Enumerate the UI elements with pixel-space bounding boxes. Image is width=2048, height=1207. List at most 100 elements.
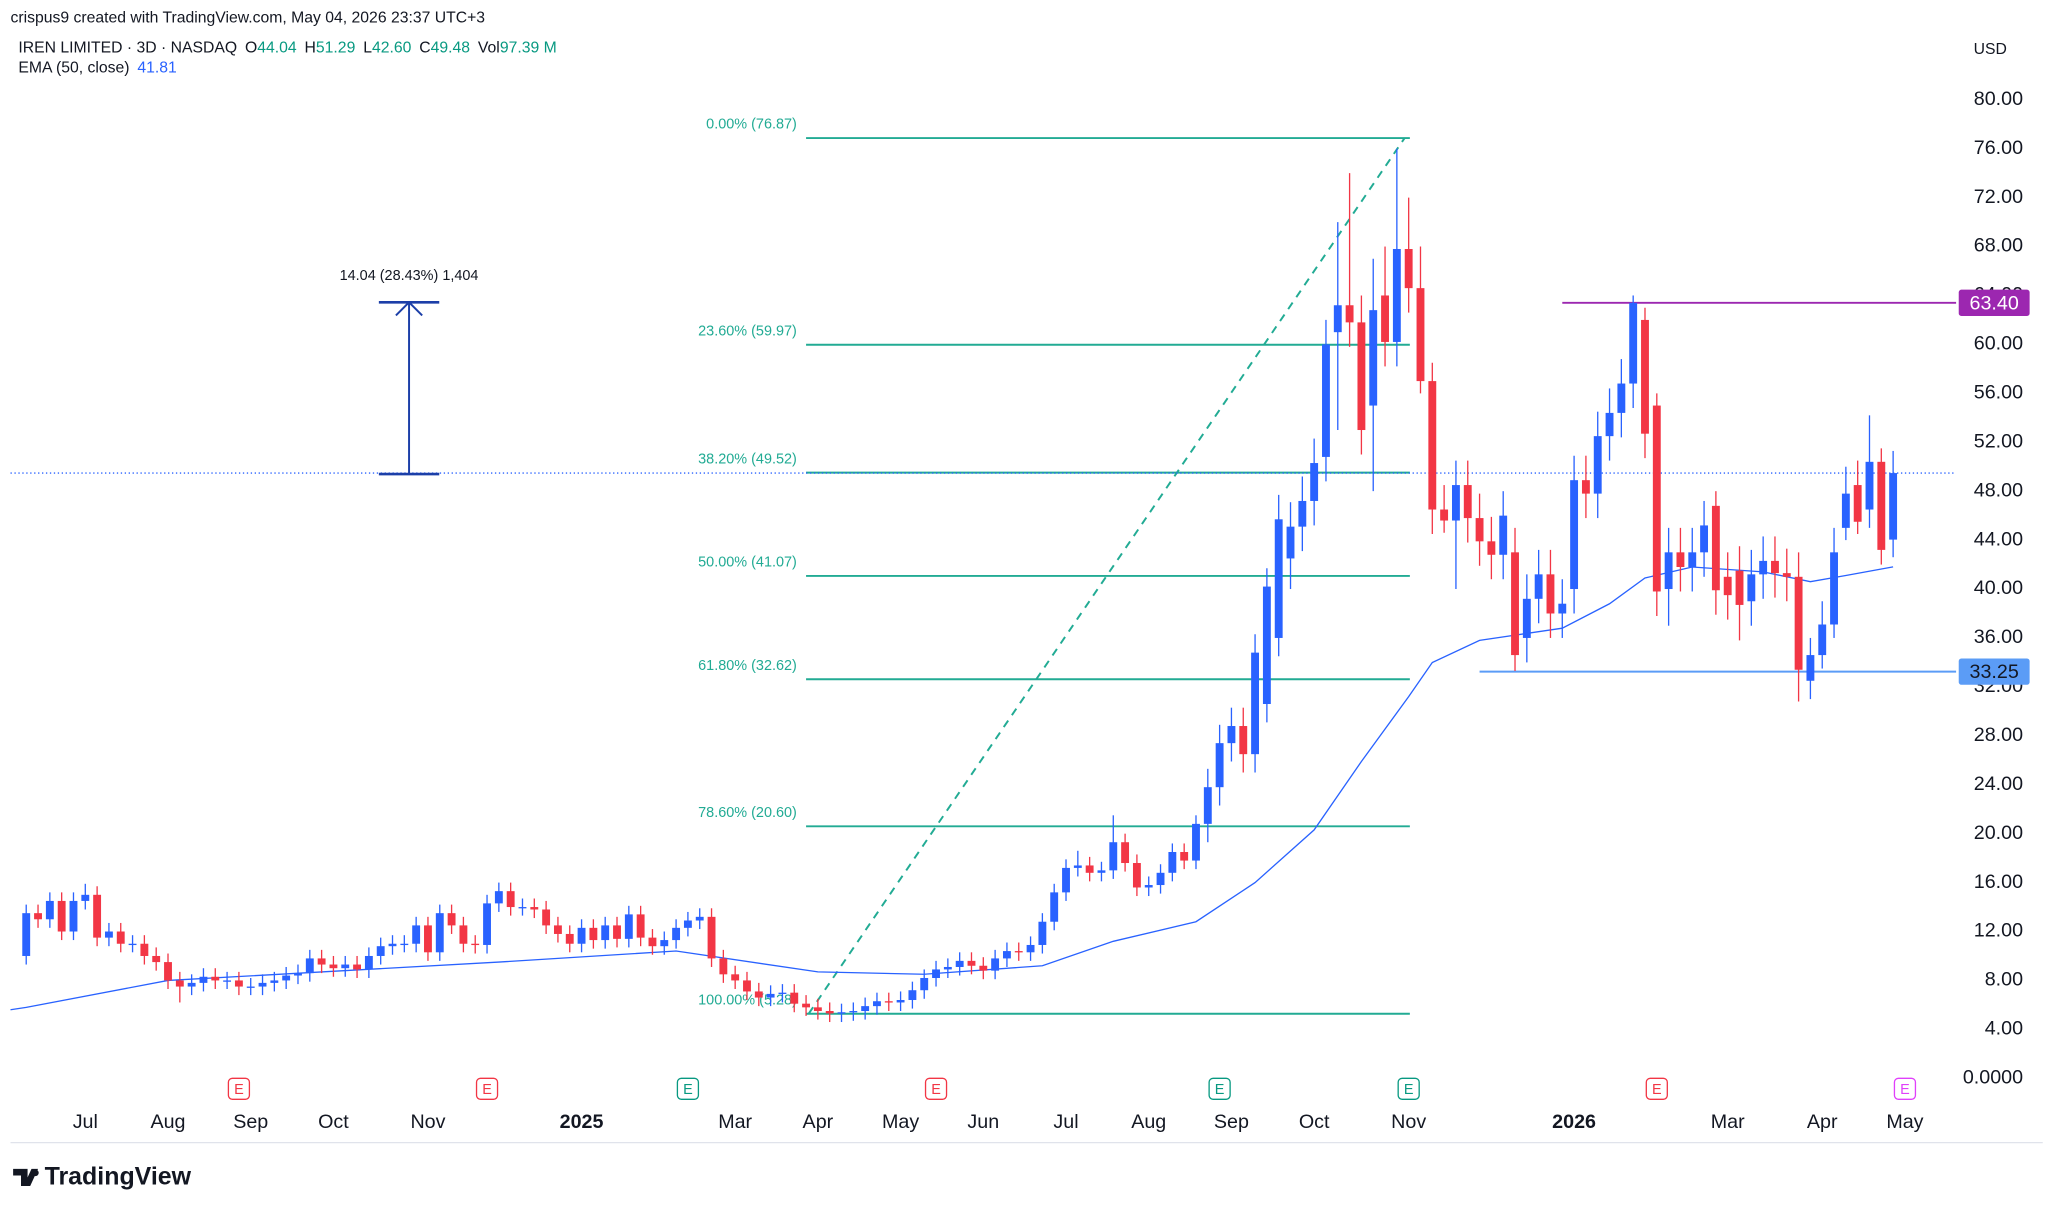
candle-body xyxy=(341,964,350,969)
candle-body xyxy=(1381,295,1389,342)
candle-body xyxy=(672,927,681,941)
candle-body xyxy=(695,916,704,921)
candle-body xyxy=(1511,552,1519,656)
symbol-line: IREN LIMITED · 3D · NASDAQ O44.04 H51.29 L4… xyxy=(18,40,556,57)
x-tick-label: Oct xyxy=(1299,1111,1330,1133)
logo-icon xyxy=(13,1168,39,1186)
candle-body xyxy=(1747,574,1756,602)
ema-line: EMA (50, close) 41.81 xyxy=(18,59,176,76)
x-tick-label: 2025 xyxy=(560,1111,604,1133)
candle-body xyxy=(388,943,397,947)
y-tick-label: 16.00 xyxy=(1974,871,2023,893)
price-label: 63.40 xyxy=(1970,292,2019,314)
event-label: E xyxy=(931,1082,941,1098)
candle-body xyxy=(1475,518,1484,542)
candle-body xyxy=(1617,383,1626,413)
candle-body xyxy=(849,1011,858,1013)
event-marker xyxy=(227,1077,251,1100)
candle-body xyxy=(211,976,220,981)
candle-body xyxy=(553,925,562,934)
candle-body xyxy=(1357,322,1366,431)
candle-body xyxy=(1392,248,1401,342)
candle-body xyxy=(1593,436,1602,494)
event-marker xyxy=(475,1077,499,1100)
candle-body xyxy=(1109,842,1118,871)
candle-body xyxy=(93,894,102,938)
y-tick-label: 72.00 xyxy=(1974,186,2023,208)
candle-body xyxy=(1771,560,1779,574)
candle-body xyxy=(1121,842,1130,864)
candle-body xyxy=(1818,624,1827,656)
candle-body xyxy=(790,992,799,1004)
candle-body xyxy=(1889,473,1898,540)
candle-body xyxy=(1192,823,1200,861)
candle-body xyxy=(719,958,728,975)
candle-body xyxy=(1227,726,1236,744)
candle-body xyxy=(1451,485,1460,521)
candle-body xyxy=(459,925,468,944)
ema-name: EMA (50, close) xyxy=(18,59,129,76)
candle-body xyxy=(22,913,31,956)
candle-body xyxy=(1605,412,1614,437)
candle-body xyxy=(305,958,314,974)
candle-body xyxy=(1156,872,1165,886)
y-tick-label: 40.00 xyxy=(1974,577,2023,599)
candle-body xyxy=(104,931,113,938)
candle-body xyxy=(494,891,503,904)
candle-body xyxy=(896,1000,905,1003)
candle-body xyxy=(955,960,964,967)
candle-body xyxy=(1700,525,1709,553)
candle-body xyxy=(1286,526,1295,559)
event-marker xyxy=(1208,1077,1231,1100)
x-tick-label: Jul xyxy=(1053,1111,1078,1133)
candle-body xyxy=(766,993,775,998)
candle-body xyxy=(1298,500,1307,527)
candle-body xyxy=(1062,867,1070,893)
candle-body xyxy=(1097,870,1106,873)
y-tick-label: 48.00 xyxy=(1974,479,2023,501)
x-tick-label: Apr xyxy=(1807,1111,1838,1133)
candle-body xyxy=(837,1012,846,1014)
fib-label: 23.60% (59.97) xyxy=(698,323,797,339)
candle-body xyxy=(1688,552,1697,568)
candle-body xyxy=(530,907,539,910)
x-tick-label: Nov xyxy=(410,1111,445,1133)
candle-body xyxy=(246,986,255,988)
candle-body xyxy=(471,943,480,946)
candle-body xyxy=(483,903,491,945)
y-tick-label: 44.00 xyxy=(1974,528,2023,550)
candle-body xyxy=(542,909,551,926)
fib-label: 78.60% (20.60) xyxy=(698,805,797,821)
candle-body xyxy=(81,894,90,901)
candle-body xyxy=(294,973,302,976)
candle-body xyxy=(1073,865,1082,868)
y-tick-label: 24.00 xyxy=(1974,773,2023,795)
candle-body xyxy=(1806,655,1815,681)
candle-body xyxy=(152,955,161,963)
candle-body xyxy=(45,900,54,920)
candle-body xyxy=(175,980,184,987)
y-tick-label: 80.00 xyxy=(1974,88,2023,110)
fib-label: 0.00% (76.87) xyxy=(706,117,797,133)
candle-body xyxy=(636,914,645,938)
candle-body xyxy=(1215,743,1224,788)
candle-body xyxy=(884,1001,893,1003)
candle-body xyxy=(1038,921,1047,945)
candle-body xyxy=(1428,381,1437,510)
candle-body xyxy=(778,992,787,994)
candle-body xyxy=(1144,885,1153,888)
candle-body xyxy=(683,920,692,928)
candle-body xyxy=(1463,485,1472,519)
candle-body xyxy=(1735,570,1744,605)
candle-body xyxy=(223,980,232,982)
candle-body xyxy=(1546,574,1555,614)
candle-body xyxy=(1641,319,1649,434)
event-label: E xyxy=(683,1082,693,1098)
candle-body xyxy=(376,946,385,956)
y-tick-label: 76.00 xyxy=(1974,137,2023,159)
x-tick-label: Jun xyxy=(967,1111,999,1133)
quote-key: Vol xyxy=(478,40,500,57)
fib-label: 50.00% (41.07) xyxy=(698,555,797,571)
event-marker xyxy=(676,1077,700,1100)
logo-dot xyxy=(32,1169,39,1177)
